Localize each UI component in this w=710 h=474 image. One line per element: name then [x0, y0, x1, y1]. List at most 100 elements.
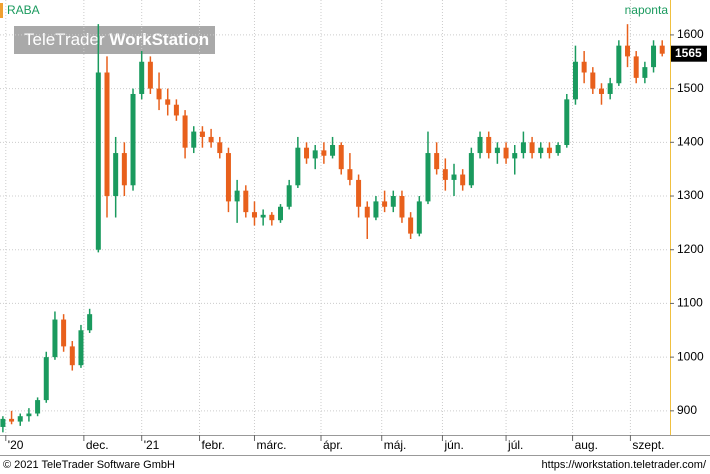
y-tick-label: 1200	[677, 242, 704, 256]
candle-body	[104, 72, 110, 197]
candle-body	[434, 153, 440, 170]
candle-body	[0, 418, 6, 427]
candle-body	[9, 418, 15, 422]
candle-body	[399, 196, 405, 218]
y-tick-label: 1500	[677, 81, 704, 95]
candle-body	[330, 145, 336, 156]
candle-body	[95, 72, 101, 250]
candle-body	[364, 206, 370, 218]
last-price-box	[671, 45, 707, 62]
candle-body	[555, 145, 561, 154]
candle-body	[61, 319, 67, 347]
y-tick-label: 1300	[677, 188, 704, 202]
candle-body	[165, 99, 171, 105]
y-tick-label: 900	[677, 403, 697, 417]
candle-body	[425, 153, 431, 202]
candle-body	[52, 319, 58, 358]
candle-body	[113, 153, 119, 197]
candle-body	[147, 61, 153, 89]
x-tick-label: júl.	[507, 438, 523, 452]
candle-body	[442, 169, 448, 180]
candle-body	[199, 131, 205, 137]
candle-body	[607, 83, 613, 94]
candle-body	[494, 147, 500, 154]
copyright: © 2021 TeleTrader Software GmbH	[3, 459, 175, 471]
x-tick-label: '20	[8, 438, 24, 452]
y-tick-label: 1000	[677, 349, 704, 363]
candle-body	[468, 153, 474, 186]
candle-body	[121, 153, 127, 186]
candle-body	[633, 56, 639, 78]
candle-body	[251, 212, 257, 218]
candle-body	[35, 400, 41, 414]
candle-body	[529, 142, 535, 154]
candle-body	[78, 330, 84, 366]
url: https://workstation.teletrader.com/	[542, 459, 707, 471]
candle-body	[546, 147, 552, 154]
candle-body	[598, 88, 604, 94]
candle-body	[130, 93, 136, 186]
candle-body	[382, 201, 388, 207]
candle-body	[139, 61, 145, 94]
candle-body	[338, 145, 344, 170]
x-tick-label: ápr.	[323, 438, 343, 452]
candle-body	[616, 45, 622, 84]
candle-body	[321, 150, 327, 156]
x-tick-label: aug.	[575, 438, 598, 452]
candle-body	[503, 147, 509, 159]
candle-body	[356, 179, 362, 207]
candle-body	[260, 214, 266, 218]
x-tick-label: '21	[144, 438, 160, 452]
candle-body	[225, 153, 231, 202]
candle-body	[416, 201, 422, 234]
y-tick-label: 1600	[677, 27, 704, 41]
candle-body	[642, 67, 648, 78]
watermark-brand: TeleTrader	[24, 30, 105, 49]
candle-body	[373, 201, 379, 218]
y-tick-label: 1100	[677, 296, 703, 310]
candle-body	[69, 346, 75, 366]
watermark-product: WorkStation	[109, 30, 209, 49]
candle-body	[625, 45, 631, 57]
candle-body	[390, 196, 396, 207]
candle-body	[581, 61, 587, 73]
candle-body	[312, 150, 318, 159]
candle-body	[278, 206, 284, 221]
candle-body	[659, 45, 665, 54]
candle-body	[512, 153, 518, 159]
candle-body	[17, 416, 23, 422]
symbol-marker	[0, 3, 3, 18]
candle-body	[156, 88, 162, 100]
candle-body	[43, 357, 49, 401]
candle-body	[243, 190, 249, 213]
candle-body	[217, 142, 223, 154]
candle-body	[269, 214, 275, 221]
candle-body	[304, 147, 310, 159]
candle-body	[486, 136, 492, 154]
chart-subtitle: naponta	[625, 3, 669, 17]
candle-body	[590, 72, 596, 89]
candle-body	[182, 115, 188, 148]
candle-body	[408, 217, 414, 234]
x-tick-label: febr.	[202, 438, 225, 452]
candle-body	[460, 174, 466, 186]
last-price-label: 1565	[675, 46, 702, 60]
candle-body	[451, 174, 457, 180]
candle-body	[208, 136, 214, 143]
candle-body	[173, 104, 179, 116]
candle-body	[191, 131, 197, 148]
x-tick-label: márc.	[256, 438, 286, 452]
candle-body	[564, 99, 570, 145]
candle-body	[651, 45, 657, 68]
candle-body	[572, 61, 578, 100]
candle-body	[234, 190, 240, 202]
x-tick-label: jún.	[443, 438, 463, 452]
watermark-box	[14, 26, 215, 54]
candle-body	[477, 136, 483, 154]
x-tick-label: máj.	[384, 438, 407, 452]
y-tick-label: 1400	[677, 134, 704, 148]
candle-body	[87, 314, 93, 331]
candle-body	[295, 147, 301, 186]
candle-body	[26, 413, 32, 417]
